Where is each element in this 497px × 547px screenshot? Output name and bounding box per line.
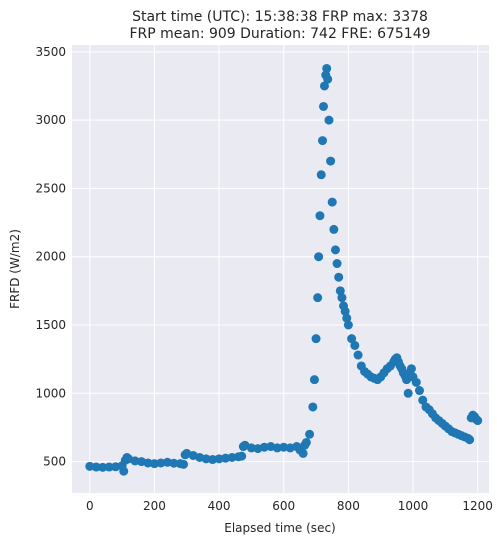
x-tick-label: 600 [272,499,295,513]
chart-title-line2: FRP mean: 909 Duration: 742 FRE: 675149 [129,26,430,42]
data-point [411,377,421,387]
plot-area [72,45,489,493]
y-tick-label: 500 [43,455,66,469]
data-point [315,211,325,221]
data-point [98,462,108,472]
x-axis-ticks: 0 200 400 600 800 1000 1200 [86,499,493,513]
data-point [322,63,332,73]
data-point [327,197,337,207]
data-point [326,156,336,166]
x-tick-label: 400 [208,499,231,513]
data-point [473,416,483,426]
data-point [418,395,428,405]
y-axis-ticks: 500 1000 1500 2000 2500 3000 3500 [35,45,66,469]
y-tick-label: 3000 [35,113,66,127]
data-point [311,334,321,344]
data-point [237,451,247,461]
data-point [342,313,352,323]
data-point [329,224,339,234]
y-tick-label: 2500 [35,181,66,195]
data-point [330,245,340,255]
data-point [353,350,363,360]
data-point [343,320,353,330]
data-point [305,429,315,439]
data-point [415,386,424,396]
data-point [104,462,114,472]
data-point [465,435,475,445]
x-tick-label: 200 [143,499,166,513]
x-tick-label: 0 [86,499,94,513]
data-point [403,388,413,398]
y-tick-label: 2000 [35,250,66,264]
data-point [350,340,360,350]
data-point [335,286,345,296]
data-point [324,115,334,125]
x-axis-label: Elapsed time (sec) [224,521,335,535]
data-point [313,293,323,303]
data-point [347,334,357,344]
data-point [298,448,308,458]
data-point [119,466,129,476]
data-point [318,136,328,146]
x-tick-label: 1200 [462,499,493,513]
chart-title-line1: Start time (UTC): 15:38:38 FRP max: 3378 [132,9,428,25]
data-point [309,375,319,385]
data-point [308,402,318,412]
y-tick-label: 3500 [35,45,66,59]
data-point [314,252,324,262]
data-point [319,81,329,91]
data-point [301,437,311,447]
y-tick-label: 1000 [35,386,66,400]
data-point [332,259,342,269]
data-point [337,293,347,303]
x-tick-label: 800 [337,499,360,513]
data-point [91,462,101,472]
data-points [85,63,483,476]
data-point [334,272,344,282]
data-point [169,458,179,468]
data-point [406,364,416,374]
data-point [179,459,189,469]
data-point [316,170,326,180]
data-point [340,306,350,316]
data-point [318,101,328,111]
x-tick-label: 1000 [398,499,429,513]
y-tick-label: 1500 [35,318,66,332]
grid [72,45,489,493]
data-point [323,74,333,84]
y-axis-label: FRFD (W/m2) [8,229,22,309]
